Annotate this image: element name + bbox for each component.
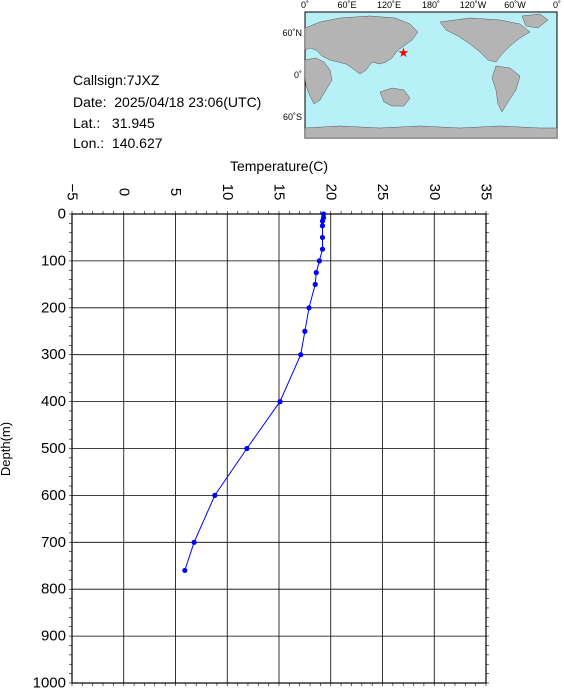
y-tick-label: 0 [58, 206, 66, 223]
x-tick-label: 5 [167, 188, 184, 196]
map-landmasses [304, 13, 558, 139]
map-latitude-label: 60˚S [283, 112, 302, 122]
data-point [306, 305, 312, 311]
data-point [298, 352, 304, 358]
x-axis-label: Temperature(C) [230, 158, 328, 174]
x-tick-label: 35 [478, 184, 495, 201]
x-tick-label: −5 [64, 183, 81, 200]
map-longitude-label: 60˚E [337, 0, 356, 10]
lat-line: Lat.: 31.945 [73, 115, 155, 131]
map-longitude-label: 60˚W [504, 0, 526, 10]
data-point [319, 223, 326, 229]
station-marker: ★ [398, 45, 410, 60]
y-tick-label: 700 [41, 534, 66, 551]
land-australia [379, 87, 411, 107]
map-latitude-labels: 60˚N 0˚ 60˚S [282, 28, 302, 122]
x-tick-label: 30 [426, 184, 443, 201]
y-tick-labels: 0 100 200 300 400 500 600 700 800 900 1000 [33, 206, 66, 690]
minor-ticks [69, 211, 489, 686]
lon-value: 140.627 [111, 135, 163, 151]
callsign-value: 7JXZ [126, 72, 160, 88]
lon-line: Lon.: 140.627 [73, 135, 163, 151]
map-latitude-label: 60˚N [282, 28, 302, 38]
y-tick-label: 300 [41, 346, 66, 363]
map-longitude-labels: 0˚ 60˚E 120˚E 180˚ 120˚W 60˚W 0˚ [301, 0, 561, 10]
data-point [212, 492, 218, 498]
data-point [316, 258, 322, 264]
land-north-america [439, 17, 531, 63]
land-eurasia [304, 15, 419, 75]
y-tick-label: 600 [41, 487, 66, 504]
y-tick-label: 100 [41, 252, 66, 269]
date-value: 2025/04/18 23:06(UTC) [114, 94, 262, 110]
lat-label: Lat.: [73, 115, 101, 131]
map-longitude-label: 0˚ [553, 0, 561, 10]
data-point [244, 445, 250, 452]
data-point [191, 539, 197, 545]
data-point [319, 246, 326, 252]
data-point [319, 234, 326, 241]
lat-value: 31.945 [111, 115, 155, 131]
data-point [277, 399, 283, 405]
date-line: Date: 2025/04/18 23:06(UTC) [73, 94, 261, 110]
y-tick-label: 400 [41, 393, 66, 410]
land-antarctica [304, 125, 558, 139]
x-tick-labels: −5 0 5 10 15 20 25 30 35 [64, 183, 495, 200]
data-point [313, 270, 319, 276]
data-point [320, 211, 327, 217]
map-longitude-label: 180˚ [422, 0, 440, 10]
y-axis-label: Depth(m) [0, 422, 13, 476]
x-tick-label: 25 [374, 184, 391, 201]
world-map: 0˚ 60˚E 120˚E 180˚ 120˚W 60˚W 0˚ 60˚N 0˚ 60˚S ★ [282, 0, 561, 139]
data-point [182, 567, 188, 574]
x-tick-label: 20 [322, 184, 339, 201]
map-longitude-label: 0˚ [301, 0, 309, 10]
profile-chart: −5 0 5 10 15 20 25 30 35 0 100 200 300 400 500 600 700 8… [0, 158, 495, 690]
lon-label: Lon.: [73, 135, 105, 151]
data-point [302, 328, 308, 334]
y-tick-label: 900 [41, 628, 66, 645]
x-tick-label: 0 [115, 188, 132, 196]
data-point [319, 218, 326, 224]
map-longitude-label: 120˚W [460, 0, 487, 10]
land-greenland [521, 13, 549, 29]
data-point [312, 281, 318, 287]
callsign-line: Callsign:7JXZ [73, 72, 159, 88]
map-latitude-label: 0˚ [294, 70, 302, 80]
land-south-america [491, 65, 521, 113]
y-tick-label: 800 [41, 581, 66, 598]
map-longitude-label: 120˚E [377, 0, 401, 10]
temperature-profile-points [182, 211, 327, 574]
date-label: Date: [73, 94, 107, 110]
y-tick-label: 200 [41, 299, 66, 316]
land-africa [304, 57, 333, 105]
y-tick-label: 500 [41, 440, 66, 457]
callsign-label: Callsign: [73, 72, 127, 88]
y-tick-label: 1000 [33, 675, 66, 690]
x-tick-label: 15 [271, 184, 288, 201]
x-tick-label: 10 [219, 184, 236, 201]
